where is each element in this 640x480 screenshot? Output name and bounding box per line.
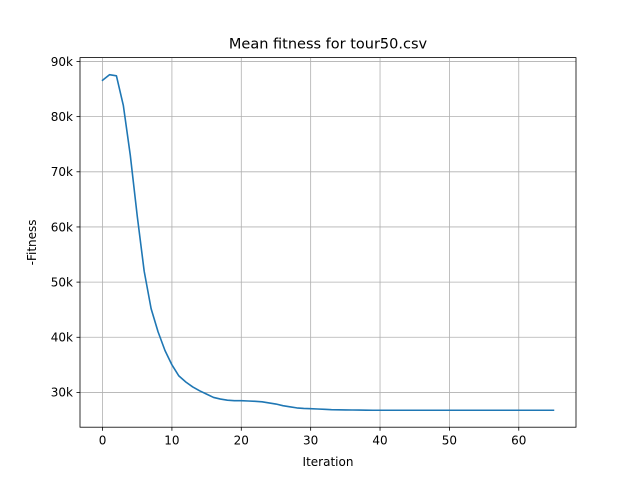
y-tick-label: 30k: [51, 386, 73, 400]
x-axis: 0 10 20 30 40 50 60: [99, 427, 526, 448]
y-tick-label: 40k: [51, 331, 73, 345]
x-tick-label: 30: [303, 434, 318, 448]
x-tick-label: 40: [372, 434, 387, 448]
plot-area: [101, 73, 555, 412]
x-tick-label: 0: [99, 434, 107, 448]
y-axis-label: -Fitness: [25, 219, 39, 265]
x-tick-label: 20: [234, 434, 249, 448]
chart-title: Mean fitness for tour50.csv: [229, 37, 428, 53]
x-tick-label: 10: [164, 434, 179, 448]
y-tick-label: 80k: [51, 110, 73, 124]
y-tick-label: 70k: [51, 165, 73, 179]
x-tick-label: 50: [442, 434, 457, 448]
x-tick-label: 60: [511, 434, 526, 448]
x-axis-label: Iteration: [303, 455, 354, 469]
mean-fitness-line: [101, 73, 555, 412]
y-tick-label: 60k: [51, 220, 73, 234]
axes-frame: [79, 57, 577, 428]
grid-lines: [80, 57, 576, 428]
y-axis: 30k 40k 50k 60k 70k 80k 90k: [51, 55, 80, 400]
y-tick-label: 50k: [51, 275, 73, 289]
y-tick-label: 90k: [51, 55, 73, 69]
